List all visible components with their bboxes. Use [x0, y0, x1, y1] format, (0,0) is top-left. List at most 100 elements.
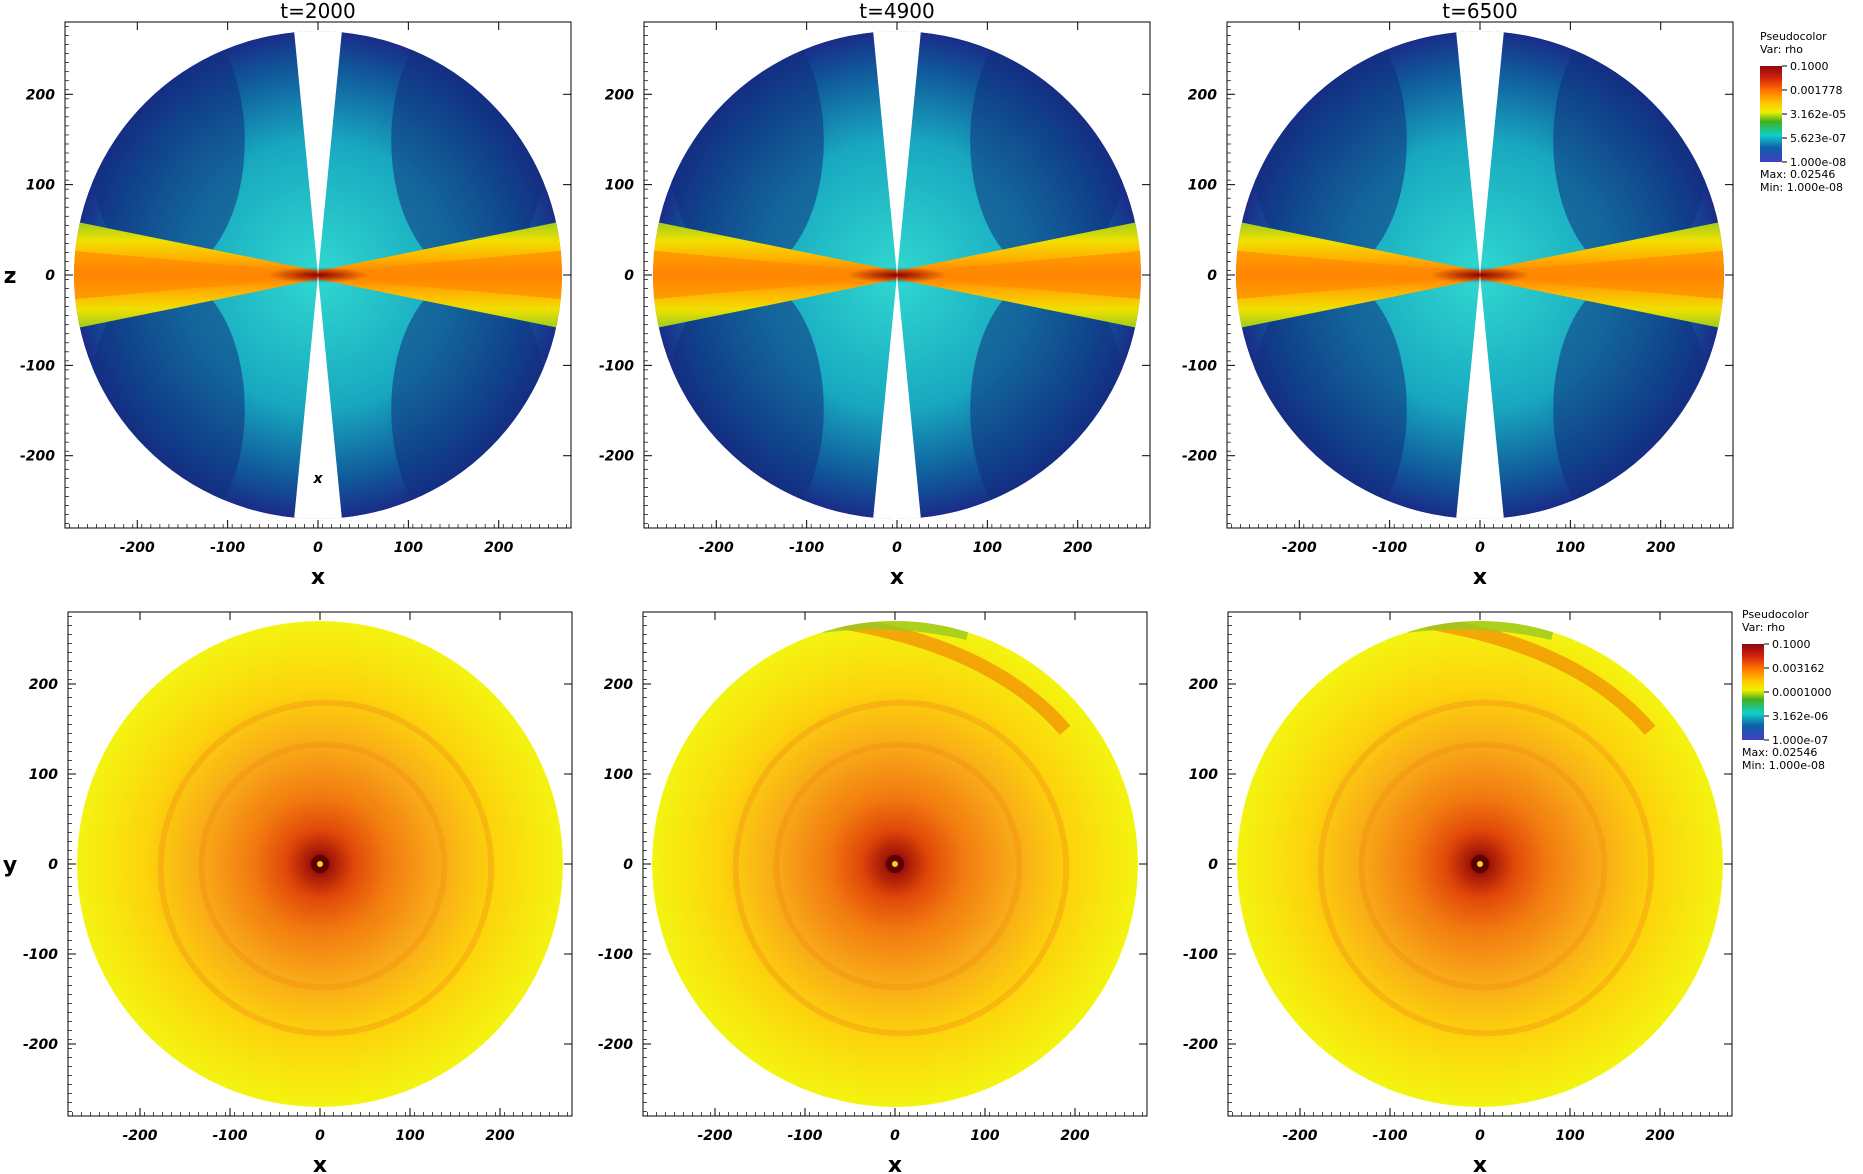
panel-title: t=2000 [280, 0, 356, 23]
panel-6: -200 -200 -100 -100 0 0 100 100 200 200 x [1183, 611, 1733, 1174]
y-tick-label: 200 [1188, 87, 1217, 103]
x-tick-label: 100 [395, 1128, 424, 1144]
y-tick-label: -200 [598, 1037, 633, 1053]
colorbar-label: 0.0001000 [1772, 686, 1832, 699]
x-tick-label: -100 [789, 540, 824, 556]
density-map-face [77, 621, 563, 1107]
x-tick-label: -200 [120, 540, 155, 556]
polar-axis-top [293, 31, 343, 275]
legend-variable: Var: rho [1760, 43, 1803, 56]
y-tick-label: -100 [599, 358, 634, 374]
x-tick-label: 100 [394, 540, 423, 556]
colorbar-label: 0.1000 [1772, 638, 1811, 651]
panel-4: -200 -200 -100 -100 0 0 100 100 200 200 x y [3, 611, 573, 1174]
density-ring [157, 699, 495, 1037]
y-tick-label: 100 [1188, 178, 1217, 194]
y-tick-label: 100 [26, 178, 55, 194]
density-ring [1358, 741, 1608, 991]
density-ring [1317, 699, 1655, 1037]
legend-max: Max: 0.02546 [1760, 168, 1835, 181]
central-source [317, 861, 323, 867]
colorbar-label: 3.162e-06 [1772, 710, 1828, 723]
x-tick-label: 0 [1475, 1128, 1485, 1144]
y-tick-label: 100 [29, 767, 58, 783]
x-axis-label: x [890, 565, 904, 590]
y-tick-label: -100 [1183, 947, 1218, 963]
axis-marker-x: x [312, 471, 323, 487]
density-ring [814, 783, 976, 945]
x-tick-label: 200 [485, 1128, 514, 1144]
x-tick-label: -100 [212, 1128, 247, 1144]
y-tick-label: -100 [1182, 358, 1217, 374]
x-tick-label: 0 [890, 1128, 900, 1144]
x-tick-label: 0 [1475, 540, 1485, 556]
x-tick-label: -200 [1282, 1128, 1317, 1144]
colorbar-label: 1.000e-08 [1790, 156, 1846, 169]
density-map-edge [653, 31, 1141, 519]
colorbar-label: 0.1000 [1790, 60, 1829, 73]
y-tick-label: -200 [599, 449, 634, 465]
density-ring [773, 741, 1023, 991]
x-tick-label: 200 [484, 540, 513, 556]
y-tick-label: 200 [605, 87, 634, 103]
y-tick-label: 100 [1189, 767, 1218, 783]
density-map-edge [1236, 31, 1724, 519]
y-tick-label: 0 [48, 857, 58, 873]
x-tick-label: -200 [699, 540, 734, 556]
colorbar [1760, 66, 1782, 162]
density-ring [239, 783, 401, 945]
x-axis-label: x [888, 1153, 902, 1174]
y-tick-label: 200 [29, 677, 58, 693]
y-axis-label: y [3, 853, 17, 878]
y-tick-label: 200 [604, 677, 633, 693]
x-tick-label: 0 [313, 540, 323, 556]
x-tick-label: 200 [1063, 540, 1092, 556]
colorbar-label: 3.162e-05 [1790, 108, 1846, 121]
legend-min: Min: 1.000e-08 [1742, 759, 1825, 772]
polar-axis-bottom [872, 275, 922, 519]
x-tick-label: -200 [1282, 540, 1317, 556]
panel-title: t=6500 [1442, 0, 1518, 23]
x-axis-label: x [311, 565, 325, 590]
legend-title: Pseudocolor [1760, 30, 1827, 43]
colorbar-label: 1.000e-07 [1772, 734, 1828, 747]
legend-min: Min: 1.000e-08 [1760, 181, 1843, 194]
x-axis-label: x [1473, 565, 1487, 590]
x-axis-label: x [313, 1153, 327, 1174]
polar-axis-top [1455, 31, 1505, 275]
y-tick-label: 0 [1208, 857, 1218, 873]
x-tick-label: 0 [892, 540, 902, 556]
panel-2: -200 -200 -100 -100 0 0 100 100 200 200 t=4900 x [599, 0, 1151, 590]
y-tick-label: 0 [624, 268, 634, 284]
polar-axis-bottom [293, 275, 343, 519]
x-tick-label: 100 [973, 540, 1002, 556]
x-tick-label: -200 [697, 1128, 732, 1144]
y-tick-label: -200 [1183, 1037, 1218, 1053]
x-tick-label: -100 [1372, 1128, 1407, 1144]
density-ring [198, 741, 448, 991]
density-ring [1399, 783, 1561, 945]
x-tick-label: 0 [315, 1128, 325, 1144]
central-source [892, 861, 898, 867]
y-tick-label: 0 [1207, 268, 1217, 284]
x-tick-label: -200 [122, 1128, 157, 1144]
x-tick-label: 200 [1646, 540, 1675, 556]
x-tick-label: 100 [1556, 540, 1585, 556]
y-tick-label: -100 [598, 947, 633, 963]
x-tick-label: -100 [1372, 540, 1407, 556]
colorbar [1742, 644, 1764, 740]
y-tick-label: -200 [23, 1037, 58, 1053]
x-tick-label: -100 [210, 540, 245, 556]
legend-max: Max: 0.02546 [1742, 746, 1817, 759]
density-ring [732, 699, 1070, 1037]
y-tick-label: 0 [45, 268, 55, 284]
y-axis-label: z [4, 264, 17, 289]
panel-title: t=4900 [859, 0, 935, 23]
y-tick-label: 200 [1189, 677, 1218, 693]
y-tick-label: 200 [26, 87, 55, 103]
y-tick-label: 0 [623, 857, 633, 873]
legend-variable: Var: rho [1742, 621, 1785, 634]
polar-axis-bottom [1455, 275, 1505, 519]
colorbar-label: 0.003162 [1772, 662, 1825, 675]
